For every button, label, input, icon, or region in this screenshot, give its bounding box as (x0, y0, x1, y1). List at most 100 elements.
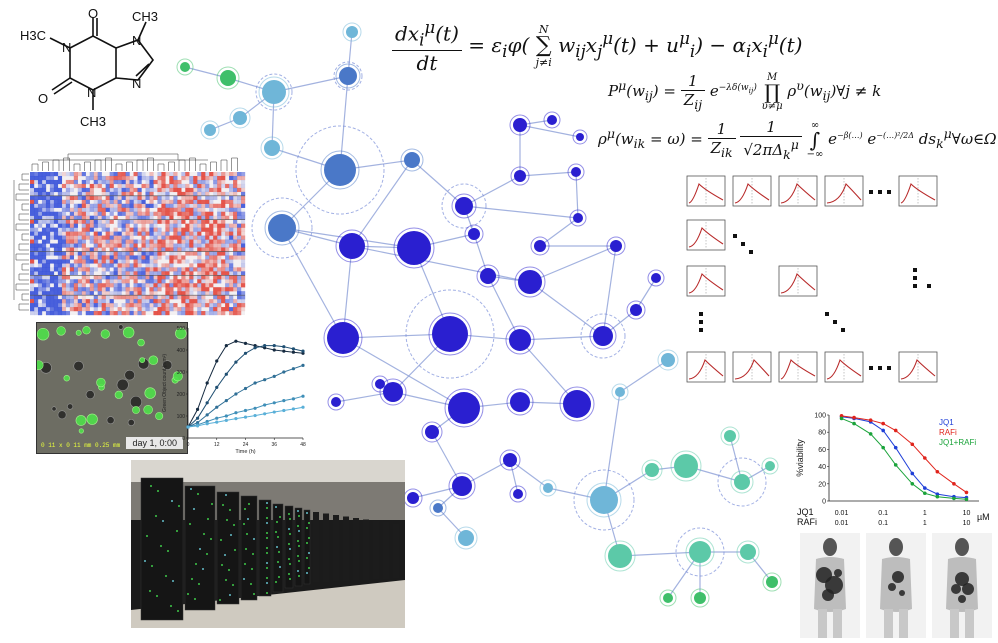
x-tick-label: 0.01 (835, 520, 849, 527)
growth-point (263, 344, 267, 348)
viability-curve (841, 415, 967, 493)
cell (37, 360, 44, 371)
cell (175, 327, 187, 340)
growth-point (301, 405, 305, 409)
network-node (534, 240, 546, 252)
growth-point (291, 347, 296, 351)
network-node (407, 492, 419, 504)
cell (73, 360, 84, 372)
nitrogen-7-label: N (132, 33, 141, 48)
growth-point (215, 405, 219, 409)
growth-point (205, 381, 209, 385)
cell (124, 369, 135, 381)
network-node (262, 80, 286, 104)
x-tick-label: 10 (963, 520, 971, 527)
growth-point (243, 341, 248, 345)
ellipsis-dot (927, 284, 931, 288)
x-tick-label: 0 (187, 442, 190, 448)
network-node (740, 544, 756, 560)
growth-point (195, 424, 200, 428)
ellipsis-dot (913, 276, 917, 280)
y-tick-label: 500 (177, 326, 186, 332)
cell (78, 428, 84, 434)
network-node (514, 170, 526, 182)
network-node (432, 316, 468, 352)
y-tick-label: 400 (177, 348, 186, 354)
cells-layer (37, 324, 187, 434)
legend-entry: JQ1+RAFi (939, 438, 976, 447)
pet-scan-images (800, 533, 992, 638)
network-node (268, 214, 296, 242)
cell (100, 329, 110, 339)
growth-point (243, 351, 248, 355)
network-node (694, 592, 706, 604)
cell (37, 328, 50, 341)
network-node (383, 382, 403, 402)
network-node (610, 240, 622, 252)
viability-point (910, 482, 915, 486)
x-tick-label: 0.1 (878, 510, 888, 517)
network-node (765, 461, 775, 471)
network-node (663, 593, 673, 603)
network-node (339, 233, 365, 259)
caffeine-molecule: O O N N N N H3C CH3 CH3 (20, 8, 158, 129)
server-rack (140, 477, 184, 621)
methyl-bottom-label: CH3 (80, 114, 106, 129)
network-node (590, 486, 618, 514)
network-node (571, 167, 581, 177)
cell (143, 405, 153, 415)
y-tick-label: 300 (177, 370, 186, 376)
cell (67, 403, 74, 410)
cell (129, 395, 142, 408)
distribution-panel (824, 351, 864, 383)
x-tick-label: 24 (243, 442, 249, 448)
network-node (433, 503, 443, 513)
nitrogen-3-label: N (87, 85, 96, 100)
ellipsis-dot (741, 242, 745, 246)
growth-point (234, 339, 238, 343)
cell (148, 355, 159, 366)
cell (56, 326, 66, 336)
cell (132, 406, 140, 414)
network-node (480, 268, 496, 284)
cell (106, 416, 115, 425)
integral-operator: ∞ ∫ −∞ (806, 120, 824, 160)
distribution-panel (686, 265, 726, 297)
growth-point (272, 374, 276, 378)
ellipsis-dot (913, 284, 917, 288)
distribution-panel (686, 175, 726, 207)
network-node (547, 115, 557, 125)
y-tick-label: 200 (177, 392, 186, 398)
network-halos (251, 61, 767, 577)
scale-bar-text: 0 11 x 0 11 mm 0.25 mm (41, 442, 121, 449)
server-rack (272, 503, 284, 593)
server-rack (284, 505, 294, 589)
network-node (766, 576, 778, 588)
viability-point (923, 486, 927, 490)
network-node (503, 453, 517, 467)
ellipsis-dot (841, 328, 845, 332)
growth-point (301, 349, 305, 353)
density-equation: ρμ(wik = ω) = 1 Zik 1 √2πΔkμ ∞ ∫ −∞ e−β(…)… (598, 118, 997, 162)
network-node (573, 213, 583, 223)
growth-point (215, 416, 219, 420)
growth-point (291, 367, 296, 371)
growth-point (224, 418, 228, 422)
ellipsis-dot (869, 366, 873, 370)
ellipsis-dot (749, 250, 753, 254)
cell (75, 329, 82, 336)
cell (114, 390, 123, 399)
network-node (346, 26, 358, 38)
server-rack (184, 485, 216, 611)
y-axis-label: Green Object count (mm²) (162, 354, 168, 412)
network-node (404, 152, 420, 168)
growth-point (301, 351, 305, 355)
server-rack (216, 491, 240, 605)
growth-point (272, 348, 276, 352)
viability-point (923, 456, 927, 460)
cell (122, 326, 135, 339)
x-tick-label: 12 (214, 442, 220, 448)
row1-label: JQ1 (797, 507, 814, 517)
cell (86, 413, 98, 425)
